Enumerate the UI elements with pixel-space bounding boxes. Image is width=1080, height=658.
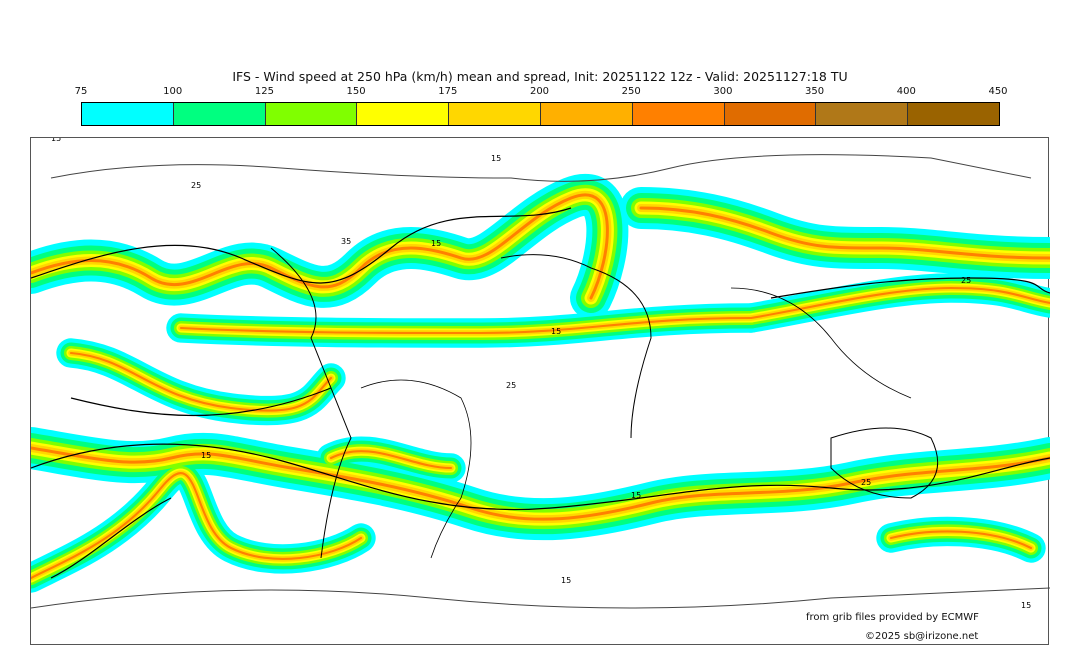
colorbar-tick: 200 (529, 86, 550, 97)
contour-label: 15 (201, 451, 211, 460)
contour-label: 15 (551, 327, 561, 336)
colorbar-swatch (816, 103, 909, 125)
chart-title: IFS - Wind speed at 250 hPa (km/h) mean … (232, 69, 848, 84)
colorbar-swatch (82, 103, 174, 125)
colorbar-swatch (357, 103, 450, 125)
colorbar-swatch (908, 103, 999, 125)
spread-contours (30, 207, 1051, 579)
contour-label: 15 (631, 491, 641, 500)
contour-label: 25 (506, 381, 516, 390)
colorbar-swatch (724, 103, 817, 125)
copyright: ©2025 sb@irizone.net (865, 631, 979, 642)
jet-band (639, 206, 1052, 260)
jet-band (69, 351, 333, 412)
colorbar-tick: 150 (346, 86, 366, 97)
contour-label: 25 (191, 181, 201, 190)
contour-label: 25 (961, 276, 971, 285)
colorbar-tick: 175 (438, 86, 458, 97)
colorbar-tick: 350 (805, 86, 825, 97)
colorbar-swatch (632, 103, 725, 125)
colorbar-tick: 125 (254, 86, 274, 97)
wind-speed-map: 15 25 35 15 25 15 15 25 15 15 25 15 15 (10, 134, 1071, 645)
contour-label: 35 (341, 237, 351, 246)
jet-band (749, 286, 1052, 320)
jet-band (889, 530, 1033, 550)
jet-band (29, 446, 1052, 521)
contour-label: 15 (51, 138, 61, 143)
colorbar (81, 102, 1000, 126)
colorbar-tick: 100 (163, 86, 183, 97)
source-credit: from grib files provided by ECMWF (806, 612, 979, 623)
colorbar-tick: 300 (713, 86, 733, 97)
colorbar-swatch (540, 103, 633, 125)
jet-band (29, 193, 609, 300)
contour-label: 15 (491, 154, 501, 163)
coastlines (30, 154, 1051, 609)
contour-label: 15 (431, 239, 441, 248)
map-svg: 15 25 35 15 25 15 15 25 15 15 25 15 15 (10, 134, 1071, 610)
colorbar-swatch (265, 103, 358, 125)
colorbar-swatch (173, 103, 266, 125)
contour-label: 25 (861, 478, 871, 487)
contour-label: 15 (561, 576, 571, 585)
colorbar-tick: 400 (896, 86, 916, 97)
colorbar-swatch (449, 103, 541, 125)
colorbar-tick: 75 (74, 86, 88, 97)
colorbar-tick: 450 (988, 86, 1008, 97)
colorbar-tick: 250 (621, 86, 641, 97)
jet-band (29, 472, 363, 580)
contour-label: 15 (1021, 601, 1031, 610)
jet-band (179, 316, 753, 335)
